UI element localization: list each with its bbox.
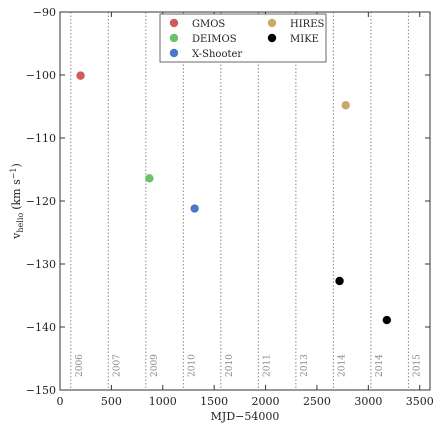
- year-marker-label: 2010: [225, 354, 235, 377]
- legend-box: [159, 13, 327, 63]
- y-tick-label: −90: [33, 6, 56, 19]
- legend-label: MIKE: [290, 34, 319, 45]
- y-axis-label-close: ): [10, 163, 23, 167]
- legend-marker: [267, 33, 277, 43]
- y-tick-label: −120: [26, 195, 56, 208]
- x-tick-label: 500: [101, 395, 122, 408]
- x-tick-label: 1500: [200, 395, 228, 408]
- x-tick-label: 2000: [252, 395, 280, 408]
- year-marker-label: 2006: [75, 354, 85, 377]
- y-axis-label-units: (km s: [10, 179, 23, 210]
- plot-frame: [59, 11, 431, 391]
- data-point: [335, 276, 344, 286]
- data-point: [145, 174, 154, 183]
- y-axis-ticks: −150 −140 −130 −120 −110 −100 −90: [26, 6, 430, 397]
- y-tick-label: −100: [26, 69, 56, 82]
- year-marker-label: 2013: [300, 354, 310, 377]
- year-marker-label: 2011: [262, 354, 272, 377]
- legend-label: GMOS: [192, 19, 225, 30]
- year-marker-label: 2007: [112, 354, 122, 377]
- y-tick-label: −150: [26, 384, 56, 397]
- x-axis-label: MJD−54000: [211, 410, 280, 423]
- year-marker-label: 2009: [150, 354, 160, 377]
- year-marker-lines: [70, 12, 409, 390]
- legend-marker: [169, 48, 179, 58]
- y-axis-label-sup: −1: [9, 167, 18, 179]
- y-axis-label-main: v: [10, 232, 23, 240]
- x-axis-ticks: 0 500 1000 1500 2000 2500 3000 3500: [57, 12, 434, 408]
- data-point: [382, 315, 392, 325]
- year-marker-label: 2010: [187, 354, 197, 377]
- year-marker-label: 2015: [412, 354, 422, 377]
- data-points: [76, 71, 392, 325]
- legend-marker: [169, 18, 179, 28]
- legend-label: HIRES: [290, 19, 325, 30]
- legend-label: DEIMOS: [192, 34, 237, 45]
- year-marker-label: 2014: [375, 354, 385, 377]
- x-tick-label: 3000: [354, 395, 382, 408]
- data-point: [341, 101, 350, 110]
- legend: GMOS DEIMOS X-Shooter HIRES MIKE: [159, 13, 327, 63]
- y-axis-label-sub: helio: [16, 213, 25, 233]
- y-axis-label: vhelio (km s−1): [9, 163, 25, 240]
- data-point: [76, 71, 85, 80]
- year-marker-label: 2014: [337, 354, 347, 377]
- x-tick-label: 2500: [303, 395, 331, 408]
- x-tick-label: 3500: [406, 395, 434, 408]
- data-point: [190, 204, 199, 213]
- x-tick-label: 0: [57, 395, 64, 408]
- y-tick-label: −130: [26, 258, 56, 271]
- y-tick-label: −110: [26, 132, 56, 145]
- year-marker-labels: 2006 2007 2009 2010 2010 2011 2013 2014 2014 2015: [75, 354, 423, 377]
- legend-marker: [169, 33, 179, 43]
- legend-marker: [267, 18, 277, 28]
- y-tick-label: −140: [26, 321, 56, 334]
- x-tick-label: 1000: [149, 395, 177, 408]
- legend-label: X-Shooter: [192, 49, 242, 60]
